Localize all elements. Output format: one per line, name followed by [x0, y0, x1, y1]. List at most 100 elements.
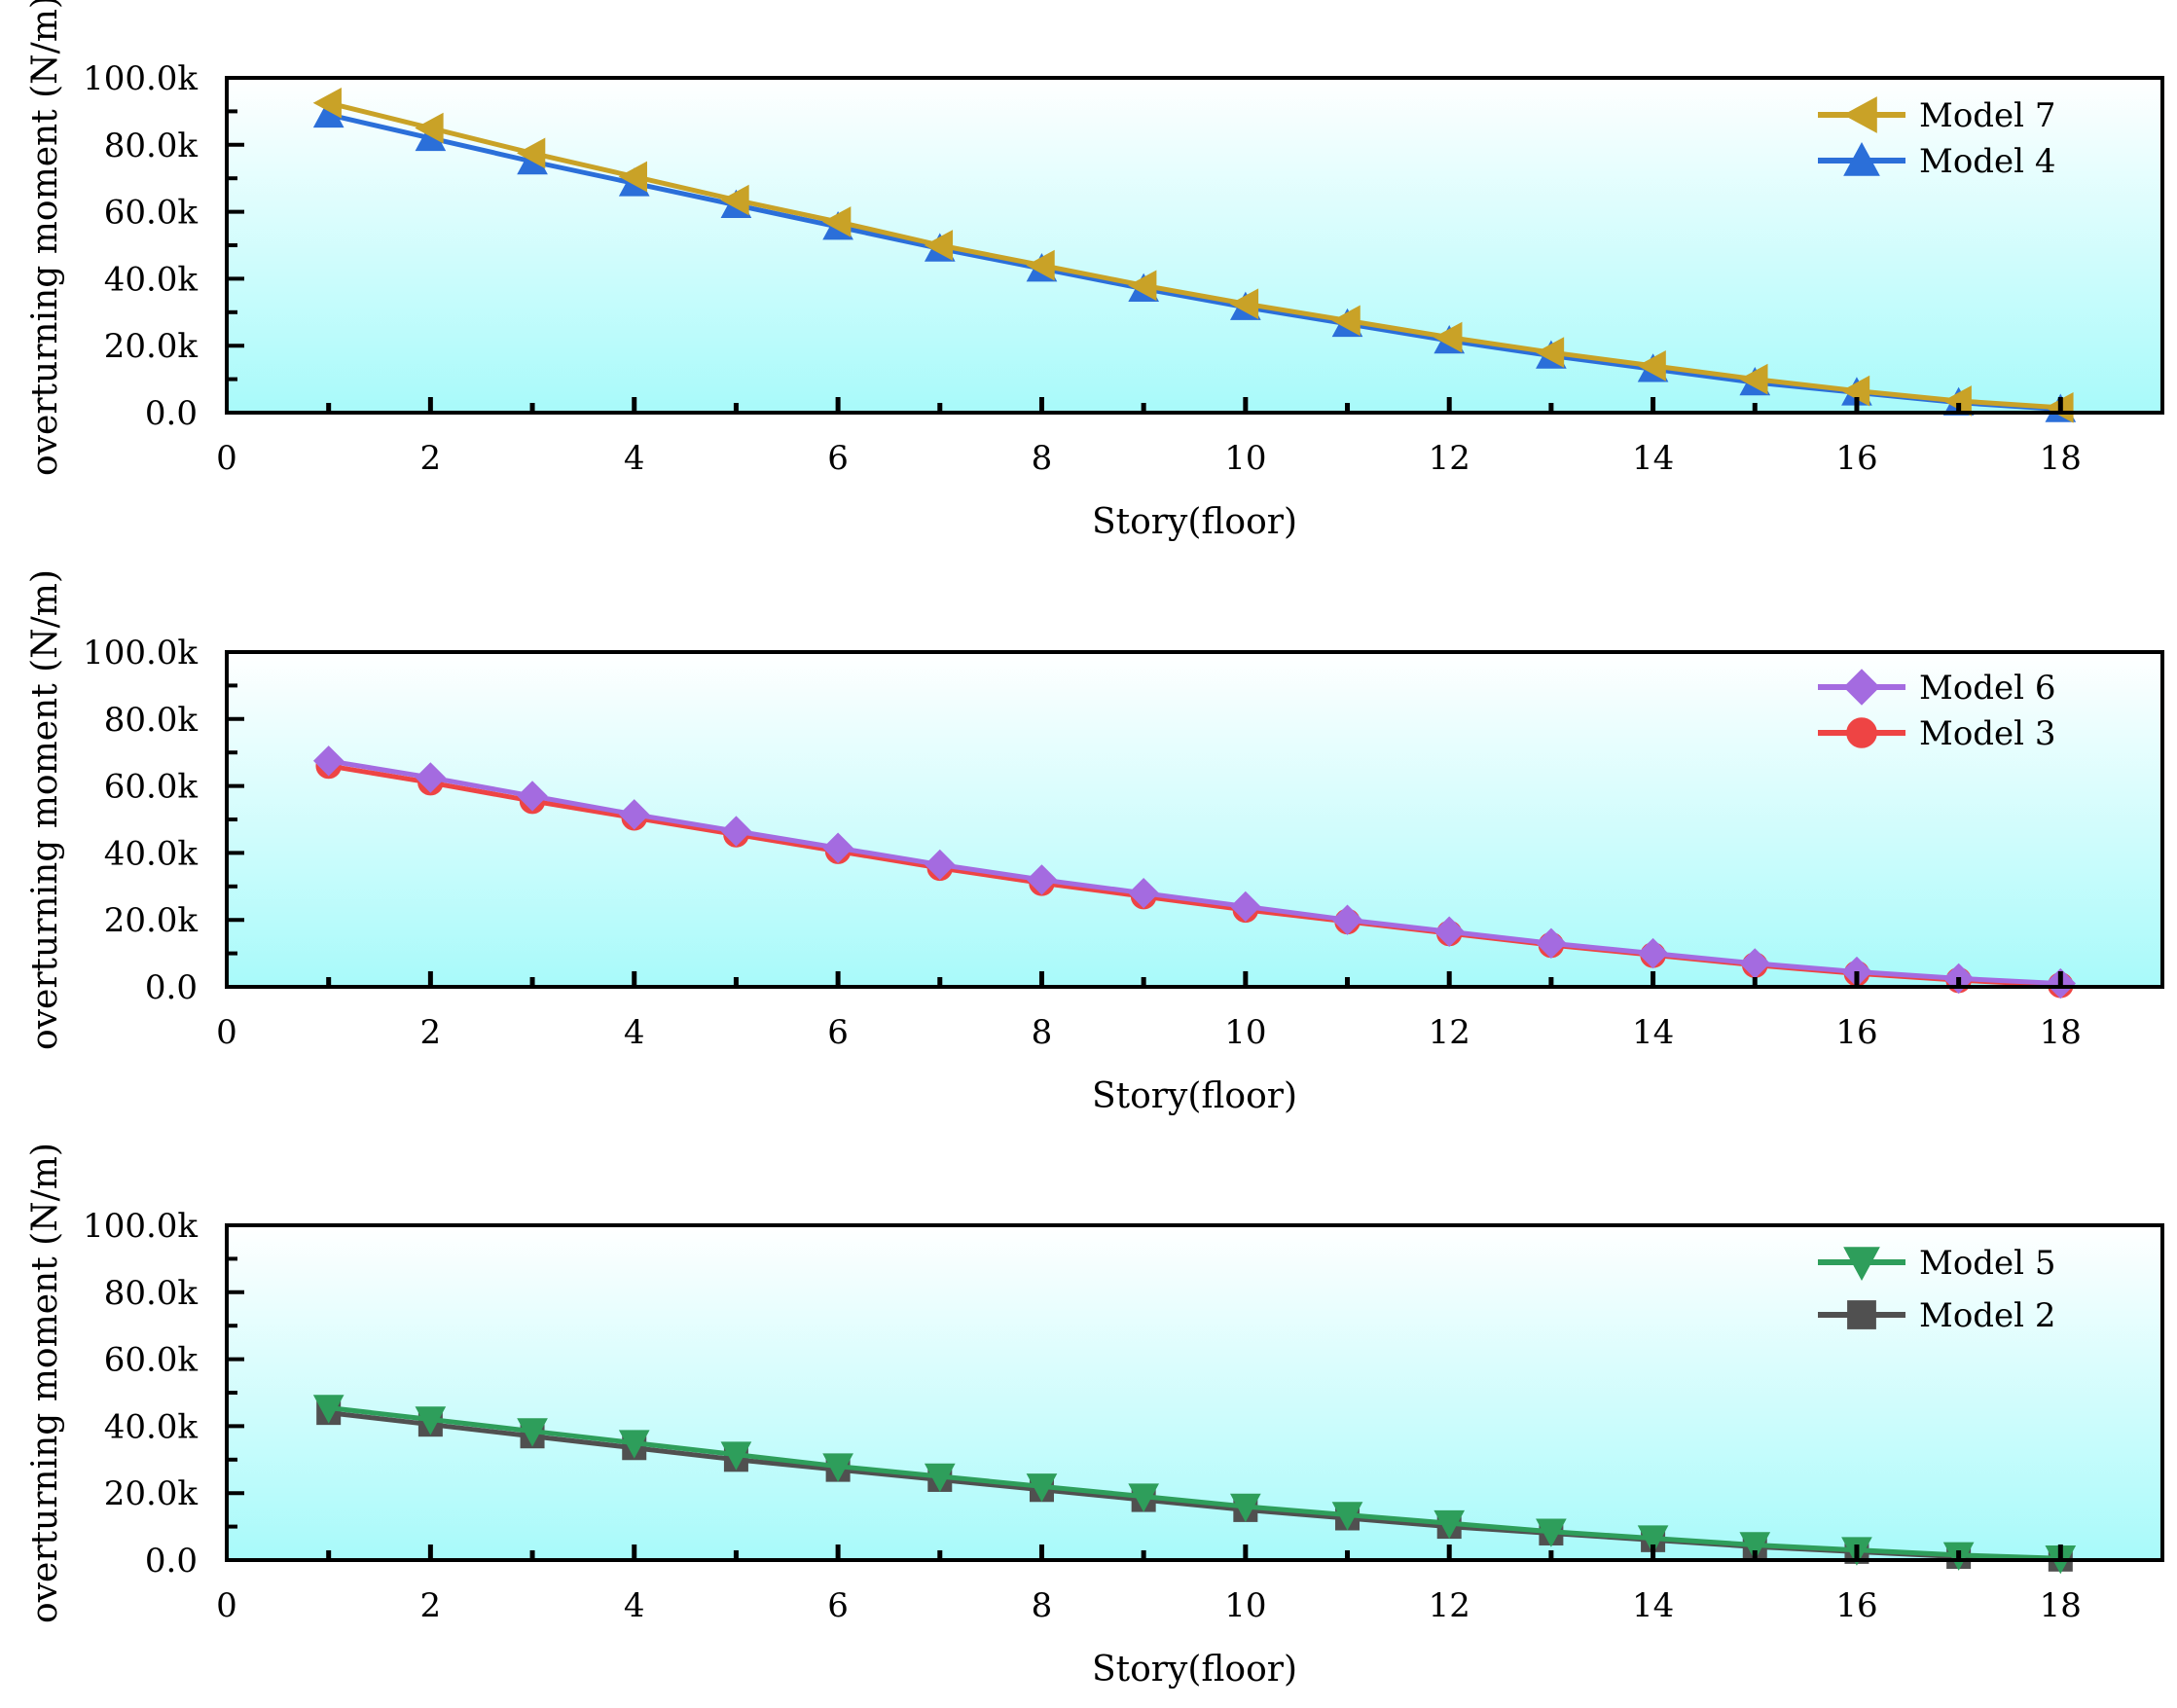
y-tick-label: 40.0k — [104, 260, 199, 299]
data-point-model-6 — [312, 745, 345, 777]
y-tick-label: 40.0k — [104, 834, 199, 873]
x-tick-label: 0 — [216, 1013, 237, 1052]
x-tick-label: 4 — [624, 1586, 645, 1625]
legend-label-model-2: Model 2 — [1919, 1296, 2055, 1335]
y-axis-title: overturning moment (N/m) — [25, 1143, 65, 1623]
series-model-6 — [312, 745, 2077, 999]
y-tick-label: 100.0k — [83, 1207, 198, 1246]
data-point-model-6 — [517, 781, 548, 812]
data-point-model-6 — [1128, 877, 1159, 909]
y-axis-title: overturning moment (N/m) — [25, 569, 65, 1050]
plot-background — [227, 652, 2162, 987]
legend-label-model-4: Model 4 — [1919, 142, 2055, 181]
x-tick-label: 12 — [1429, 1013, 1470, 1052]
series-model-5 — [312, 1395, 2077, 1575]
x-tick-label: 6 — [827, 1013, 849, 1052]
data-point-model-5 — [1128, 1483, 1159, 1512]
legend-label-model-5: Model 5 — [1919, 1244, 2055, 1283]
data-point-model-6 — [1230, 890, 1261, 923]
data-point-model-5 — [924, 1463, 956, 1493]
data-point-model-5 — [1637, 1525, 1669, 1554]
y-tick-label: 80.0k — [104, 701, 199, 740]
data-point-model-7 — [1433, 321, 1463, 353]
data-point-model-7 — [618, 161, 647, 193]
plot-background — [227, 78, 2162, 413]
legend: Model 5 Model 2 — [1818, 1244, 2055, 1335]
series-line-model-6 — [328, 758, 2061, 987]
data-point-model-5 — [822, 1453, 853, 1482]
x-tick-label: 12 — [1429, 1586, 1470, 1625]
plot-background — [227, 1225, 2162, 1560]
y-tick-label: 20.0k — [104, 901, 199, 940]
y-tick-label: 100.0k — [83, 59, 198, 98]
legend-marker-model-3 — [1846, 717, 1877, 748]
y-tick-label: 80.0k — [104, 127, 199, 165]
legend: Model 7 Model 4 — [1818, 96, 2055, 181]
x-tick-label: 10 — [1224, 1013, 1266, 1052]
data-point-model-5 — [1739, 1532, 1771, 1561]
data-point-model-6 — [1331, 904, 1363, 935]
x-tick-label: 16 — [1835, 1013, 1877, 1052]
data-point-model-6 — [1433, 916, 1465, 947]
data-point-model-7 — [924, 230, 954, 261]
chart-panel-3: 0 2 4 6 8 10 12 14 16 18 0.0 20.0k 40.0k 60.0k 80.0k 10… — [25, 1143, 2164, 1690]
x-tick-label: 12 — [1429, 439, 1470, 478]
legend: Model 6 Model 3 — [1818, 669, 2055, 753]
x-tick-label: 14 — [1632, 1013, 1674, 1052]
y-tick-label: 60.0k — [104, 768, 199, 807]
legend-label-model-6: Model 6 — [1919, 669, 2055, 708]
chart-panel-2: 0 2 4 6 8 10 12 14 16 18 0.0 20.0k 40.0k 60.0k 80.0k 10… — [25, 569, 2164, 1116]
x-tick-label: 16 — [1835, 1586, 1877, 1625]
data-point-model-5 — [1331, 1502, 1363, 1531]
data-point-model-5 — [1433, 1509, 1466, 1540]
data-point-model-6 — [619, 799, 650, 830]
data-point-model-7 — [1331, 305, 1361, 337]
data-point-model-5 — [1536, 1518, 1567, 1547]
y-tick-label: 80.0k — [104, 1274, 199, 1313]
data-point-model-6 — [822, 832, 853, 863]
x-tick-label: 4 — [624, 439, 645, 478]
legend-marker-model-2 — [1847, 1300, 1876, 1329]
y-tick-label: 60.0k — [104, 1341, 199, 1380]
x-tick-label: 2 — [420, 1013, 442, 1052]
data-point-model-6 — [1637, 937, 1669, 969]
x-tick-label: 8 — [1032, 439, 1053, 478]
data-point-model-7 — [1637, 350, 1666, 382]
x-tick-label: 18 — [2040, 1586, 2082, 1625]
legend-marker-model-6 — [1843, 669, 1880, 706]
x-tick-label: 8 — [1032, 1586, 1053, 1625]
data-point-model-6 — [415, 762, 447, 793]
x-axis-title: Story(floor) — [1092, 502, 1297, 542]
y-tick-label: 100.0k — [83, 634, 198, 672]
data-point-model-5 — [720, 1441, 752, 1471]
x-axis-title: Story(floor) — [1092, 1650, 1297, 1690]
legend-marker-model-5 — [1843, 1247, 1880, 1282]
x-tick-label: 6 — [827, 1586, 849, 1625]
x-tick-label: 0 — [216, 439, 237, 478]
legend-label-model-7: Model 7 — [1919, 96, 2055, 135]
y-tick-label: 0.0 — [145, 1542, 198, 1581]
x-tick-label: 0 — [216, 1586, 237, 1625]
data-point-model-5 — [1230, 1493, 1261, 1523]
y-tick-label: 40.0k — [104, 1407, 199, 1446]
y-tick-label: 20.0k — [104, 1474, 199, 1513]
x-tick-label: 10 — [1224, 1586, 1266, 1625]
data-point-model-5 — [618, 1430, 650, 1459]
data-point-model-7 — [312, 87, 342, 119]
y-tick-label: 0.0 — [145, 394, 198, 433]
x-tick-label: 10 — [1224, 439, 1266, 478]
legend-marker-model-4 — [1843, 141, 1880, 176]
series-line-model-7 — [328, 100, 2061, 411]
data-point-model-5 — [517, 1418, 548, 1447]
x-axis-title: Story(floor) — [1092, 1076, 1297, 1116]
x-tick-label: 18 — [2040, 439, 2082, 478]
data-point-model-5 — [415, 1406, 447, 1435]
data-point-model-7 — [415, 112, 444, 144]
y-tick-label: 20.0k — [104, 327, 199, 366]
data-point-model-6 — [925, 849, 956, 881]
chart-panel-1: 0 2 4 6 8 10 12 14 16 18 0.0 20.0k 40.0k 60.0k 80.0k 10… — [25, 0, 2164, 542]
x-tick-label: 4 — [624, 1013, 645, 1052]
data-point-model-7 — [1026, 249, 1055, 281]
data-point-model-7 — [1229, 288, 1259, 320]
